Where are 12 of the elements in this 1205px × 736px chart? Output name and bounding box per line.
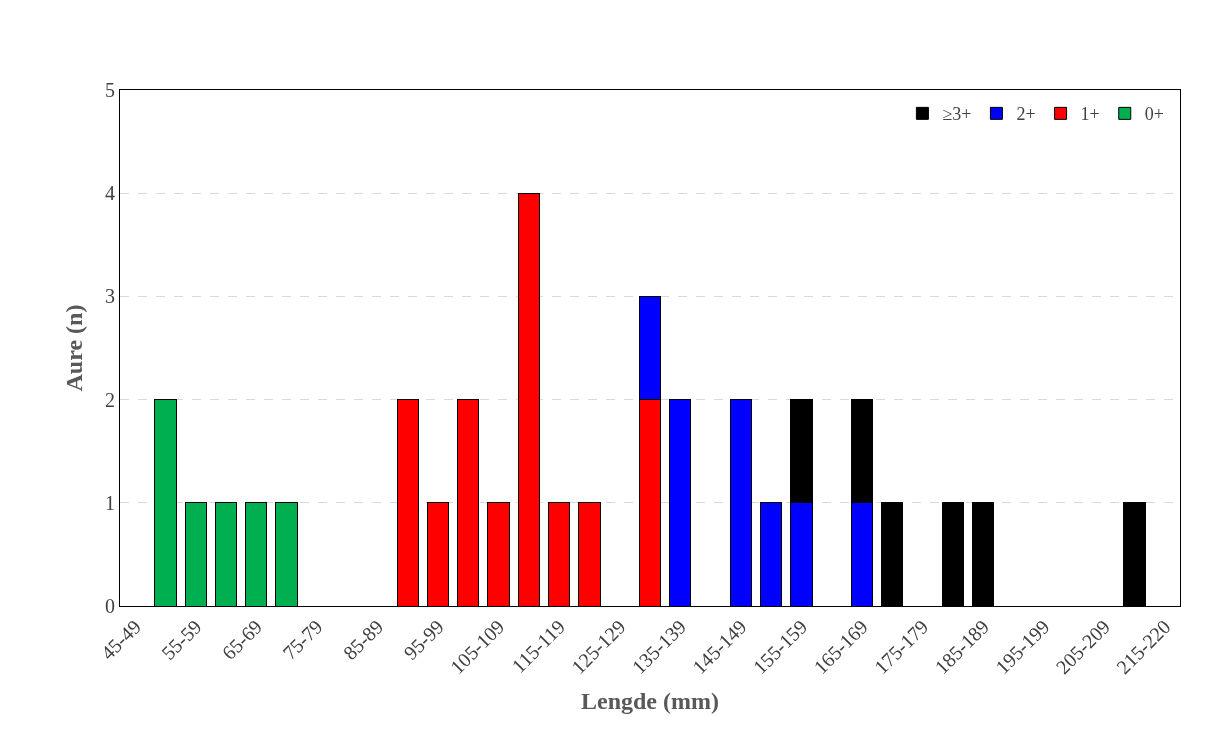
y-tick-label: 2: [105, 388, 115, 411]
legend-label: 2+: [1016, 104, 1036, 125]
y-tick-label: 1: [105, 491, 115, 514]
y-tick-label: 5: [105, 79, 115, 101]
y-tick-label: 4: [105, 182, 115, 205]
y-tick-label: 0: [105, 595, 115, 617]
x-axis-title: Lengde (mm): [581, 688, 719, 715]
legend-label: 1+: [1080, 104, 1100, 125]
legend-label: 0+: [1144, 104, 1164, 125]
y-tick-label: 3: [105, 285, 115, 308]
y-axis-title: Aure (n): [61, 304, 88, 392]
legend-label: ≥3+: [942, 104, 972, 125]
